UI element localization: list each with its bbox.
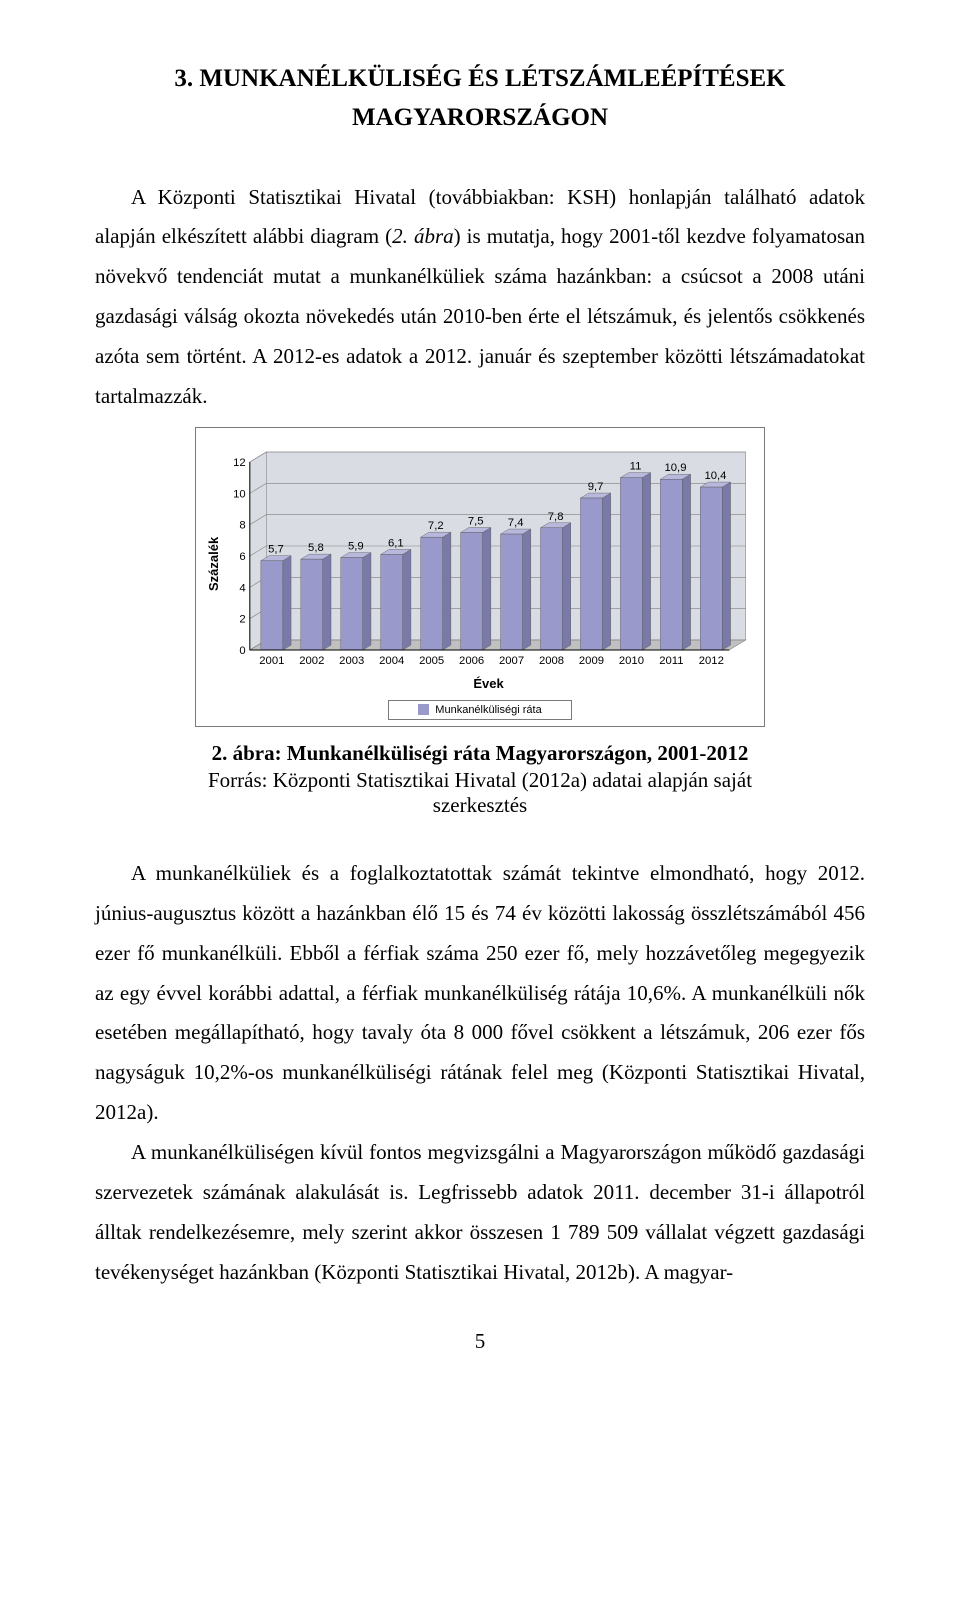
page: 3. MUNKANÉLKÜLISÉG ÉS LÉTSZÁMLEÉPÍTÉSEK … [0,0,960,1394]
svg-text:2012: 2012 [699,655,724,667]
svg-text:8: 8 [239,520,245,532]
svg-text:2010: 2010 [619,655,644,667]
svg-text:2004: 2004 [379,655,404,667]
svg-text:7,4: 7,4 [508,517,524,529]
legend-swatch [418,704,429,715]
svg-text:12: 12 [233,457,246,469]
svg-text:2008: 2008 [539,655,564,667]
paragraph-1-fig-ref: 2. ábra [392,224,454,248]
svg-text:7,8: 7,8 [548,511,564,523]
svg-text:7,2: 7,2 [428,520,444,532]
svg-text:5,7: 5,7 [268,544,284,556]
chart-container: Százalék 0 2 4 6 8 10 12 5,7 2001 5,8 2002 5,9 2003 6… [195,427,765,727]
svg-text:5,8: 5,8 [308,542,324,554]
svg-text:2011: 2011 [659,655,683,667]
svg-text:2001: 2001 [259,655,284,667]
paragraph-1: A Központi Statisztikai Hivatal (további… [95,178,865,417]
svg-text:2009: 2009 [579,655,604,667]
svg-text:10: 10 [233,488,246,500]
legend-label: Munkanélküliségi ráta [435,704,541,716]
svg-text:5,9: 5,9 [348,541,364,553]
paragraph-3: A munkanélküliségen kívül fontos megvizs… [95,1133,865,1293]
svg-text:2006: 2006 [459,655,484,667]
svg-text:6,1: 6,1 [388,537,404,549]
svg-text:6: 6 [239,551,245,563]
svg-text:7,5: 7,5 [468,515,484,527]
svg-text:2: 2 [239,614,245,626]
svg-text:2002: 2002 [299,655,324,667]
svg-text:2003: 2003 [339,655,364,667]
chart-plot: 0 2 4 6 8 10 12 5,7 2001 5,8 2002 5,9 2003 6,1 2004 7,2… [221,434,756,674]
svg-text:4: 4 [239,582,245,594]
svg-text:0: 0 [239,645,245,657]
svg-text:10,9: 10,9 [664,462,686,474]
section-heading-line2: MAGYARORSZÁGON [95,104,865,132]
figure: Százalék 0 2 4 6 8 10 12 5,7 2001 5,8 2002 5,9 2003 6… [195,427,765,818]
page-number: 5 [95,1329,865,1354]
chart-legend: Munkanélküliségi ráta [388,700,572,720]
paragraph-2: A munkanélküliek és a foglalkoztatottak … [95,854,865,1133]
svg-text:11: 11 [630,461,642,473]
section-heading-line1: 3. MUNKANÉLKÜLISÉG ÉS LÉTSZÁMLEÉPÍTÉSEK [95,60,865,98]
chart-y-axis-label: Százalék [204,434,221,694]
figure-caption: 2. ábra: Munkanélküliségi ráta Magyarors… [195,741,765,766]
chart-x-axis-label: Évek [221,676,756,691]
figure-source: Forrás: Központi Statisztikai Hivatal (2… [195,768,765,818]
svg-text:9,7: 9,7 [588,481,604,493]
svg-text:2005: 2005 [419,655,444,667]
svg-text:10,4: 10,4 [704,470,726,482]
svg-text:2007: 2007 [499,655,524,667]
paragraph-1-suffix: ) is mutatja, hogy 2001-től kezdve folya… [95,224,865,408]
